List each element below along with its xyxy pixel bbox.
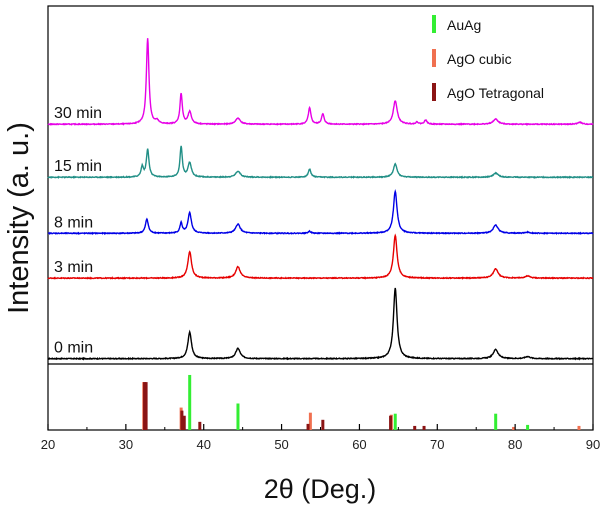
legend-label-AuAg: AuAg	[447, 17, 481, 33]
series-label-3-min: 3 min	[54, 259, 93, 276]
plot-area	[47, 5, 594, 431]
series-label-15-min: 15 min	[54, 158, 102, 175]
series-line-3-min	[47, 233, 594, 280]
x-tick-label: 30	[119, 437, 133, 452]
y-axis-title: Intensity (a. u.)	[3, 122, 35, 314]
x-tick-label: 50	[274, 437, 288, 452]
x-axis-title: 2θ (Deg.)	[264, 474, 377, 504]
legend-swatch-AuAg	[432, 15, 436, 33]
series-line-30-min	[47, 38, 594, 126]
x-tick-label: 80	[508, 437, 522, 452]
series-line-15-min	[47, 145, 594, 180]
legend-swatch-AgO-Tetragonal	[432, 83, 436, 101]
series-label-0-min: 0 min	[54, 340, 93, 357]
series-line-0-min	[47, 287, 594, 361]
series-line-8-min	[47, 188, 594, 236]
series-layer: 0 min 3 min 8 min 15 min 30 min	[47, 38, 594, 361]
legend-swatch-AgO-cubic	[432, 49, 436, 67]
x-tick-label: 40	[196, 437, 210, 452]
series-label-30-min: 30 min	[54, 105, 102, 122]
x-tick-label: 20	[41, 437, 55, 452]
legend-label-AgO-cubic: AgO cubic	[447, 51, 512, 67]
x-axis: 20 30 40 50 60 70 80 90	[41, 424, 600, 452]
series-label-8-min: 8 min	[54, 214, 93, 231]
reference-layer	[142, 374, 581, 430]
x-tick-label: 90	[586, 437, 600, 452]
x-tick-label: 70	[430, 437, 444, 452]
x-tick-label: 60	[352, 437, 366, 452]
legend-label-AgO-Tetragonal: AgO Tetragonal	[447, 85, 544, 101]
legend: AuAg AgO cubic AgO Tetragonal	[432, 15, 544, 101]
